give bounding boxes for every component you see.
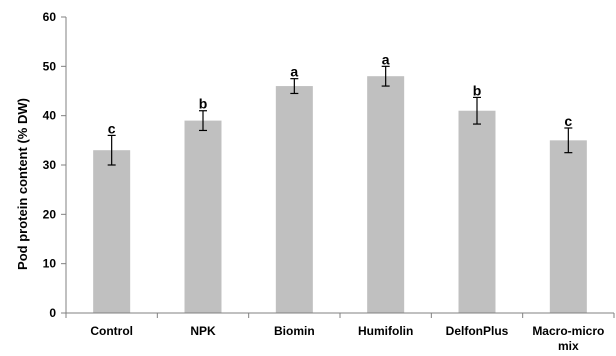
bar	[93, 150, 131, 313]
significance-letter: c	[108, 120, 116, 136]
y-tick-label: 0	[49, 306, 56, 320]
y-tick-label: 40	[43, 109, 57, 123]
significance-letter: a	[290, 64, 298, 80]
x-tick-label: Control	[90, 324, 133, 338]
bar	[275, 86, 313, 313]
x-tick-label: Biomin	[274, 324, 315, 338]
bar	[367, 76, 405, 313]
significance-letter: a	[382, 51, 390, 67]
error-bar	[473, 96, 481, 125]
significance-letter: b	[199, 96, 208, 112]
y-tick-label: 50	[43, 59, 57, 73]
y-tick-label: 10	[43, 257, 57, 271]
labels-layer: c Control b NPK a Biomin a Humifolin b DelfonPlus…	[43, 10, 605, 353]
bars-layer	[93, 76, 587, 313]
error-bars-layer	[107, 65, 573, 166]
y-tick-label: 20	[43, 207, 57, 221]
significance-letter: c	[564, 113, 572, 129]
bar	[458, 110, 496, 313]
axes-layer	[61, 16, 615, 318]
x-tick-label: Macro-micro mix	[532, 324, 604, 353]
error-bar	[290, 78, 299, 95]
significance-letter: b	[473, 82, 482, 98]
x-tick-label: DelfonPlus	[446, 324, 509, 338]
bar	[549, 140, 587, 313]
error-bar	[564, 127, 573, 154]
error-bar	[107, 134, 116, 166]
error-bar	[381, 65, 390, 87]
y-tick-label: 30	[43, 158, 57, 172]
bar	[184, 120, 222, 313]
y-axis-label: Pod protein content (% DW)	[15, 98, 30, 270]
x-tick-label: NPK	[190, 324, 216, 338]
y-tick-label: 60	[43, 10, 57, 24]
error-bar	[199, 110, 207, 132]
x-tick-label: Humifolin	[358, 324, 413, 338]
